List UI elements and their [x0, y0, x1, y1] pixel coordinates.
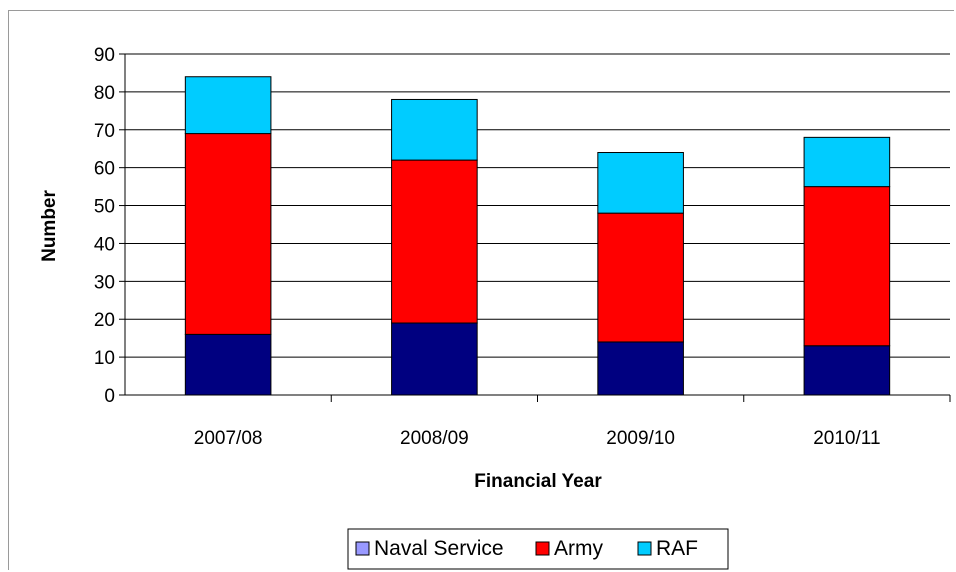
x-ticks: 2007/08 2008/09 2009/10 2010/11	[194, 395, 951, 449]
bar-army-2008-09	[391, 159, 478, 324]
y-tick-label: 0	[104, 386, 115, 407]
y-tick-label: 10	[94, 348, 115, 369]
bar-raf-2009-10	[597, 152, 684, 214]
bar-raf-2008-09	[391, 98, 478, 161]
legend-items: Naval Service Army RAF	[355, 537, 698, 560]
legend: Naval Service Army RAF	[347, 528, 729, 570]
y-ticks: 0 10 20 30 40 50 60 70 80 90	[94, 45, 125, 407]
x-tick-label: 2009/10	[606, 428, 675, 449]
legend-swatch-army	[535, 541, 550, 556]
bar-raf-2010-11	[803, 136, 891, 188]
y-tick-label: 30	[94, 272, 115, 293]
legend-swatch-raf	[637, 541, 652, 556]
chart-frame	[8, 10, 954, 570]
bar-naval-service-2009-10	[597, 341, 684, 396]
y-tick-label: 70	[94, 121, 115, 142]
y-tick-label: 20	[94, 310, 115, 331]
x-tick-label: 2008/09	[400, 428, 469, 449]
y-axis-title: Number	[39, 190, 60, 262]
x-axis-title: Financial Year	[474, 471, 602, 492]
legend-swatch-naval-service	[355, 541, 370, 556]
bar-army-2009-10	[597, 212, 684, 343]
y-tick-label: 60	[94, 159, 115, 180]
y-tick-label: 40	[94, 234, 115, 255]
legend-label: RAF	[656, 537, 698, 560]
y-tick-label: 90	[94, 45, 115, 66]
bar-naval-service-2007-08	[184, 333, 272, 396]
y-tick-label: 80	[94, 83, 115, 104]
bar-army-2007-08	[184, 133, 272, 335]
bar-raf-2007-08	[184, 76, 272, 135]
bar-naval-service-2008-09	[391, 322, 478, 396]
legend-label: Army	[554, 537, 603, 560]
bars	[184, 76, 891, 396]
bar-naval-service-2010-11	[803, 345, 891, 396]
x-tick-label: 2007/08	[194, 428, 263, 449]
legend-label: Naval Service	[374, 537, 504, 560]
x-tick-label: 2010/11	[813, 428, 880, 449]
bar-army-2010-11	[803, 186, 891, 347]
y-tick-label: 50	[94, 197, 115, 218]
